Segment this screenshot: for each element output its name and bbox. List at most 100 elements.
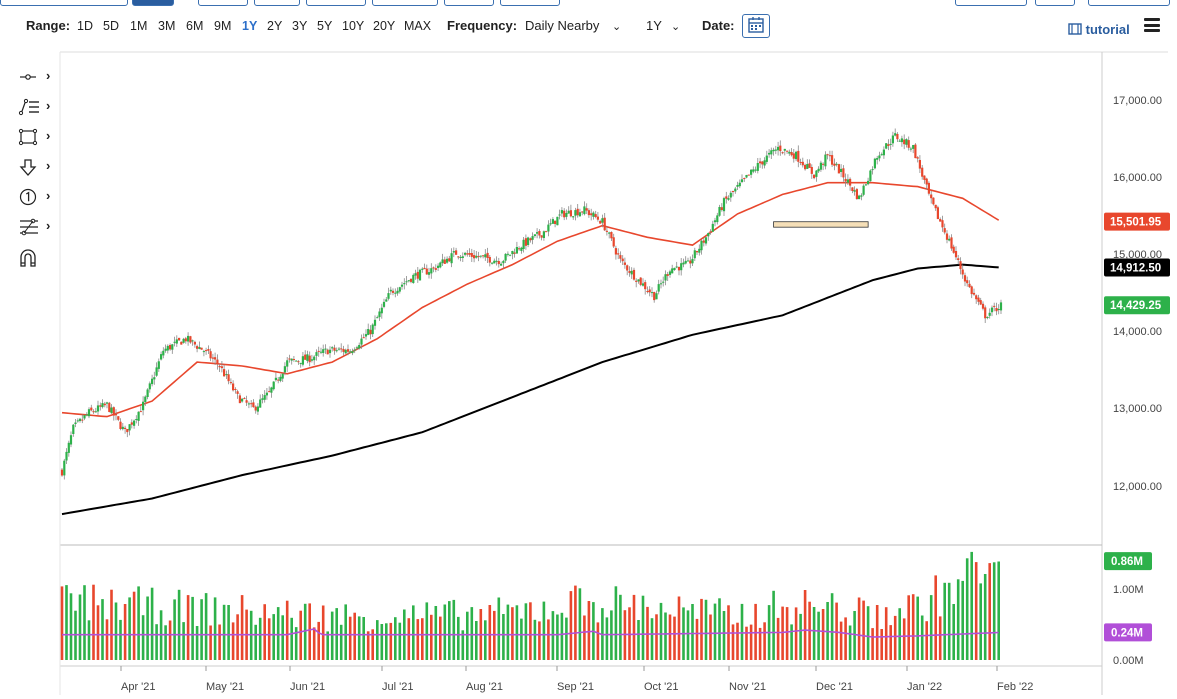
- toolbar-button[interactable]: [372, 0, 438, 6]
- volume-bar: [511, 607, 514, 660]
- candle-body: [896, 134, 899, 140]
- toolbar-button[interactable]: [1035, 0, 1075, 6]
- menu-icon[interactable]: [1144, 18, 1160, 32]
- chevron-right-icon[interactable]: ›: [46, 68, 51, 83]
- candle-body: [680, 263, 683, 271]
- range-option[interactable]: 3M: [158, 19, 176, 33]
- calendar-button[interactable]: [742, 14, 770, 38]
- range-option[interactable]: 10Y: [342, 19, 365, 33]
- volume-bar: [736, 622, 739, 660]
- candle-body: [142, 401, 145, 411]
- range-option[interactable]: 9M: [214, 19, 232, 33]
- volume-bar: [718, 598, 721, 660]
- candle: [218, 364, 221, 372]
- period-select[interactable]: 1Y: [646, 18, 662, 33]
- range-label: Range:: [26, 18, 71, 33]
- candle-body: [675, 266, 678, 268]
- range-option[interactable]: MAX: [404, 19, 432, 33]
- candle-body: [975, 295, 978, 300]
- ma200-line: [61, 263, 999, 516]
- toolbar-button[interactable]: [254, 0, 300, 6]
- toolbar-button[interactable]: [306, 0, 366, 6]
- candle: [808, 159, 811, 168]
- candle-body: [984, 307, 987, 319]
- toolbar-button[interactable]: [500, 0, 560, 6]
- candle-body: [747, 174, 750, 176]
- candle: [614, 245, 617, 260]
- candle: [725, 191, 728, 204]
- range-option[interactable]: 5Y: [317, 19, 333, 33]
- count-tool[interactable]: ›: [14, 186, 58, 208]
- tutorial-link[interactable]: tutorial: [1068, 22, 1130, 37]
- arrow-tool[interactable]: ›: [14, 156, 58, 178]
- candle: [551, 217, 554, 224]
- range-option[interactable]: 6M: [186, 19, 204, 33]
- chevron-right-icon[interactable]: ›: [46, 158, 51, 173]
- chevron-right-icon[interactable]: ›: [46, 188, 51, 203]
- candle: [601, 214, 604, 228]
- go-button[interactable]: [132, 0, 174, 6]
- candle-body: [83, 415, 86, 419]
- volume-bar: [974, 562, 978, 660]
- volume-bar: [366, 631, 370, 660]
- toolbar-button[interactable]: [198, 0, 248, 6]
- candle-body: [139, 411, 142, 413]
- volume-bar: [853, 611, 856, 660]
- range-option[interactable]: 1D: [77, 19, 93, 33]
- time-tick-label: Dec '21: [816, 681, 853, 693]
- candle-body: [387, 293, 390, 299]
- candle: [999, 299, 1003, 314]
- range-option[interactable]: 3Y: [292, 19, 308, 33]
- candle: [139, 406, 142, 413]
- toolbar-button[interactable]: [1088, 0, 1170, 6]
- toolbar-button[interactable]: [444, 0, 494, 6]
- candle-body: [648, 289, 651, 293]
- candle: [259, 394, 262, 408]
- candle: [891, 131, 894, 147]
- rectangle-tool[interactable]: ›: [14, 126, 58, 148]
- chevron-down-icon[interactable]: ⌄: [671, 21, 681, 33]
- candle-body: [126, 429, 129, 433]
- candle-body: [959, 261, 962, 270]
- candle-body: [621, 258, 624, 262]
- range-option-active[interactable]: 1Y: [242, 19, 258, 33]
- candle-body: [160, 354, 163, 360]
- candle-body: [506, 253, 509, 255]
- range-option[interactable]: 2Y: [267, 19, 283, 33]
- chevron-down-icon[interactable]: ⌄: [612, 21, 622, 33]
- candle-body: [283, 366, 286, 373]
- candle: [653, 291, 656, 303]
- chevron-right-icon[interactable]: ›: [46, 218, 51, 233]
- volume-bar: [105, 619, 109, 660]
- candle: [286, 357, 289, 372]
- candle: [265, 388, 268, 400]
- support-zone-box[interactable]: [773, 221, 869, 228]
- candle-body: [999, 302, 1003, 311]
- magnet-tool[interactable]: [14, 246, 58, 268]
- candle-body: [743, 178, 746, 179]
- range-option[interactable]: 5D: [103, 19, 119, 33]
- symbol-input[interactable]: [0, 0, 128, 6]
- candle-body: [446, 258, 449, 263]
- frequency-select[interactable]: Daily Nearby: [525, 18, 600, 33]
- chevron-right-icon[interactable]: ›: [46, 98, 51, 113]
- candle: [945, 230, 949, 244]
- fibonacci-tool[interactable]: ›: [14, 216, 58, 238]
- candle: [306, 350, 309, 364]
- crosshair-tool[interactable]: ›: [14, 66, 58, 88]
- candle: [927, 181, 930, 196]
- candle-body: [932, 197, 935, 205]
- candle: [693, 247, 696, 261]
- trendline-tool[interactable]: ›: [14, 96, 58, 118]
- volume-bar: [191, 596, 194, 660]
- toolbar-button[interactable]: [955, 0, 1027, 6]
- range-option[interactable]: 20Y: [373, 19, 396, 33]
- candle: [824, 151, 827, 170]
- range-option[interactable]: 1M: [130, 19, 148, 33]
- candle: [524, 234, 527, 250]
- price-chart[interactable]: 17,000.00 16,000.00 15,000.00 14,000.00 …: [0, 48, 1177, 699]
- chevron-right-icon[interactable]: ›: [46, 128, 51, 143]
- candle-body: [349, 351, 352, 353]
- price-tick-label: 14,000.00: [1113, 326, 1162, 338]
- candle: [466, 250, 469, 257]
